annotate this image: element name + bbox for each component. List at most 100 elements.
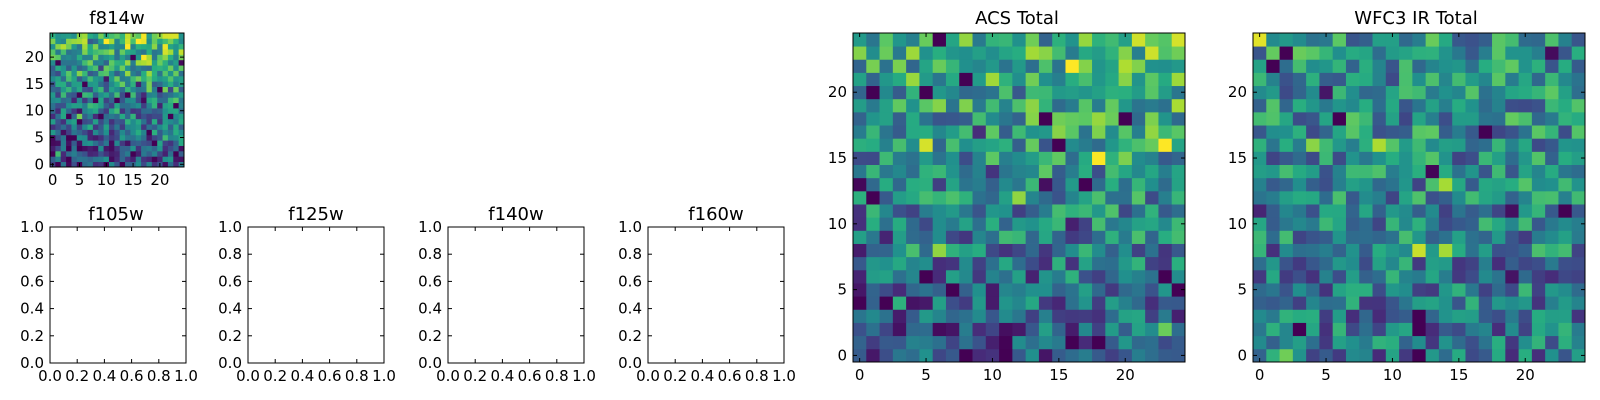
heatmap-cell — [50, 124, 56, 130]
heatmap-cell — [125, 134, 131, 141]
heatmap-cell — [879, 164, 894, 179]
heatmap-cell — [60, 161, 67, 168]
heatmap-cell — [55, 33, 62, 39]
heatmap-cell — [87, 108, 94, 114]
heatmap-cell — [1131, 230, 1146, 244]
heatmap-cell — [906, 204, 920, 218]
heatmap-cell — [135, 108, 142, 114]
heatmap-cell — [76, 129, 83, 136]
heatmap-cell — [141, 102, 147, 109]
heatmap-cell — [66, 65, 72, 71]
heatmap-cell — [55, 150, 62, 157]
heatmap-cell — [906, 256, 920, 271]
heatmap-cell — [1425, 111, 1440, 126]
heatmap-cell — [1118, 217, 1133, 231]
heatmap-cell — [1492, 256, 1506, 271]
heatmap-cell — [1412, 348, 1427, 363]
heatmap-cell — [135, 118, 142, 125]
heatmap-cell — [892, 256, 907, 271]
heatmap-cell — [959, 296, 973, 310]
heatmap-cell — [879, 335, 894, 350]
heatmap-cell — [1425, 98, 1440, 113]
heatmap-cell — [98, 81, 104, 87]
heatmap-cell — [1145, 283, 1159, 297]
heatmap-cell — [1518, 98, 1533, 113]
heatmap-cell — [1558, 59, 1573, 73]
heatmap-cell — [92, 49, 99, 55]
heatmap-cell — [1158, 138, 1173, 152]
heatmap-cell — [130, 43, 137, 50]
heatmap-cell — [87, 86, 94, 93]
heatmap-cell — [178, 140, 185, 146]
heatmap-cell — [999, 85, 1013, 100]
heatmap-cell — [108, 65, 115, 71]
heatmap-cell — [1158, 335, 1173, 350]
y-tick-label: 0.0 — [218, 354, 242, 372]
heatmap-cell — [1332, 322, 1347, 337]
heatmap-cell — [1131, 85, 1146, 100]
heatmap-cell — [1492, 138, 1506, 152]
panel-title: f125w — [288, 204, 343, 225]
heatmap-cell — [1158, 269, 1173, 284]
heatmap-cell — [1171, 177, 1186, 192]
heatmap-cell — [1279, 269, 1294, 284]
heatmap-cell — [1492, 190, 1506, 205]
heatmap-cell — [114, 65, 121, 71]
heatmap-cell — [1012, 269, 1027, 284]
heatmap-cell — [1372, 125, 1387, 139]
heatmap-cell — [135, 156, 142, 163]
heatmap-cell — [1118, 111, 1133, 126]
heatmap-cell — [1385, 283, 1400, 297]
x-tick-label: 0.4 — [290, 367, 314, 385]
heatmap-cell — [1332, 217, 1347, 231]
heatmap-cell — [55, 91, 62, 98]
heatmap-cell — [892, 217, 907, 231]
heatmap-cell — [932, 46, 947, 60]
x-tick-label: 15 — [124, 171, 143, 189]
y-tick-label: 0.8 — [618, 245, 642, 263]
heatmap-cell — [879, 177, 894, 192]
heatmap-cell — [1465, 85, 1480, 100]
heatmap-cell — [1465, 98, 1480, 113]
heatmap-cell — [71, 91, 78, 98]
heatmap-cell — [1052, 309, 1066, 323]
heatmap-cell — [866, 164, 880, 179]
x-tick-label: 10 — [97, 171, 116, 189]
plot-frame — [247, 226, 385, 364]
heatmap-cell — [151, 118, 158, 125]
heatmap-cell — [60, 102, 67, 109]
heatmap-cell — [1253, 59, 1267, 73]
heatmap-cell — [1399, 309, 1413, 323]
heatmap-cell — [1478, 243, 1493, 258]
heatmap-cell — [892, 348, 907, 363]
heatmap-cell — [1465, 322, 1480, 337]
y-tick-label: 0.4 — [20, 300, 44, 318]
heatmap-cell — [1571, 256, 1586, 271]
heatmap-cell — [135, 54, 142, 61]
heatmap-cell — [1092, 98, 1106, 113]
heatmap-cell — [1531, 217, 1546, 231]
heatmap-cell — [1518, 243, 1533, 258]
y-tick-label: 0.8 — [20, 245, 44, 263]
heatmap-cell — [76, 38, 83, 45]
heatmap-cell — [1025, 177, 1040, 192]
heatmap-cell — [1385, 111, 1400, 126]
heatmap-cell — [1279, 151, 1294, 165]
heatmap-cell — [919, 230, 934, 244]
heatmap-cell — [1438, 230, 1453, 244]
heatmap-cell — [60, 86, 67, 93]
heatmap-cell — [1279, 72, 1294, 87]
heatmap-cell — [1145, 59, 1159, 73]
heatmap-cell — [1319, 283, 1334, 297]
heatmap-cell — [1012, 138, 1027, 152]
heatmap-cell — [1266, 322, 1280, 337]
heatmap-cell — [879, 230, 894, 244]
heatmap-cell — [151, 86, 158, 93]
heatmap-cell — [1518, 190, 1533, 205]
heatmap-cell — [167, 150, 174, 157]
heatmap-cell — [945, 269, 960, 284]
heatmap-cell — [125, 145, 131, 152]
x-tick-label: 0.6 — [518, 367, 542, 385]
x-tick-label: 0.6 — [318, 367, 342, 385]
heatmap-cell — [98, 156, 104, 163]
